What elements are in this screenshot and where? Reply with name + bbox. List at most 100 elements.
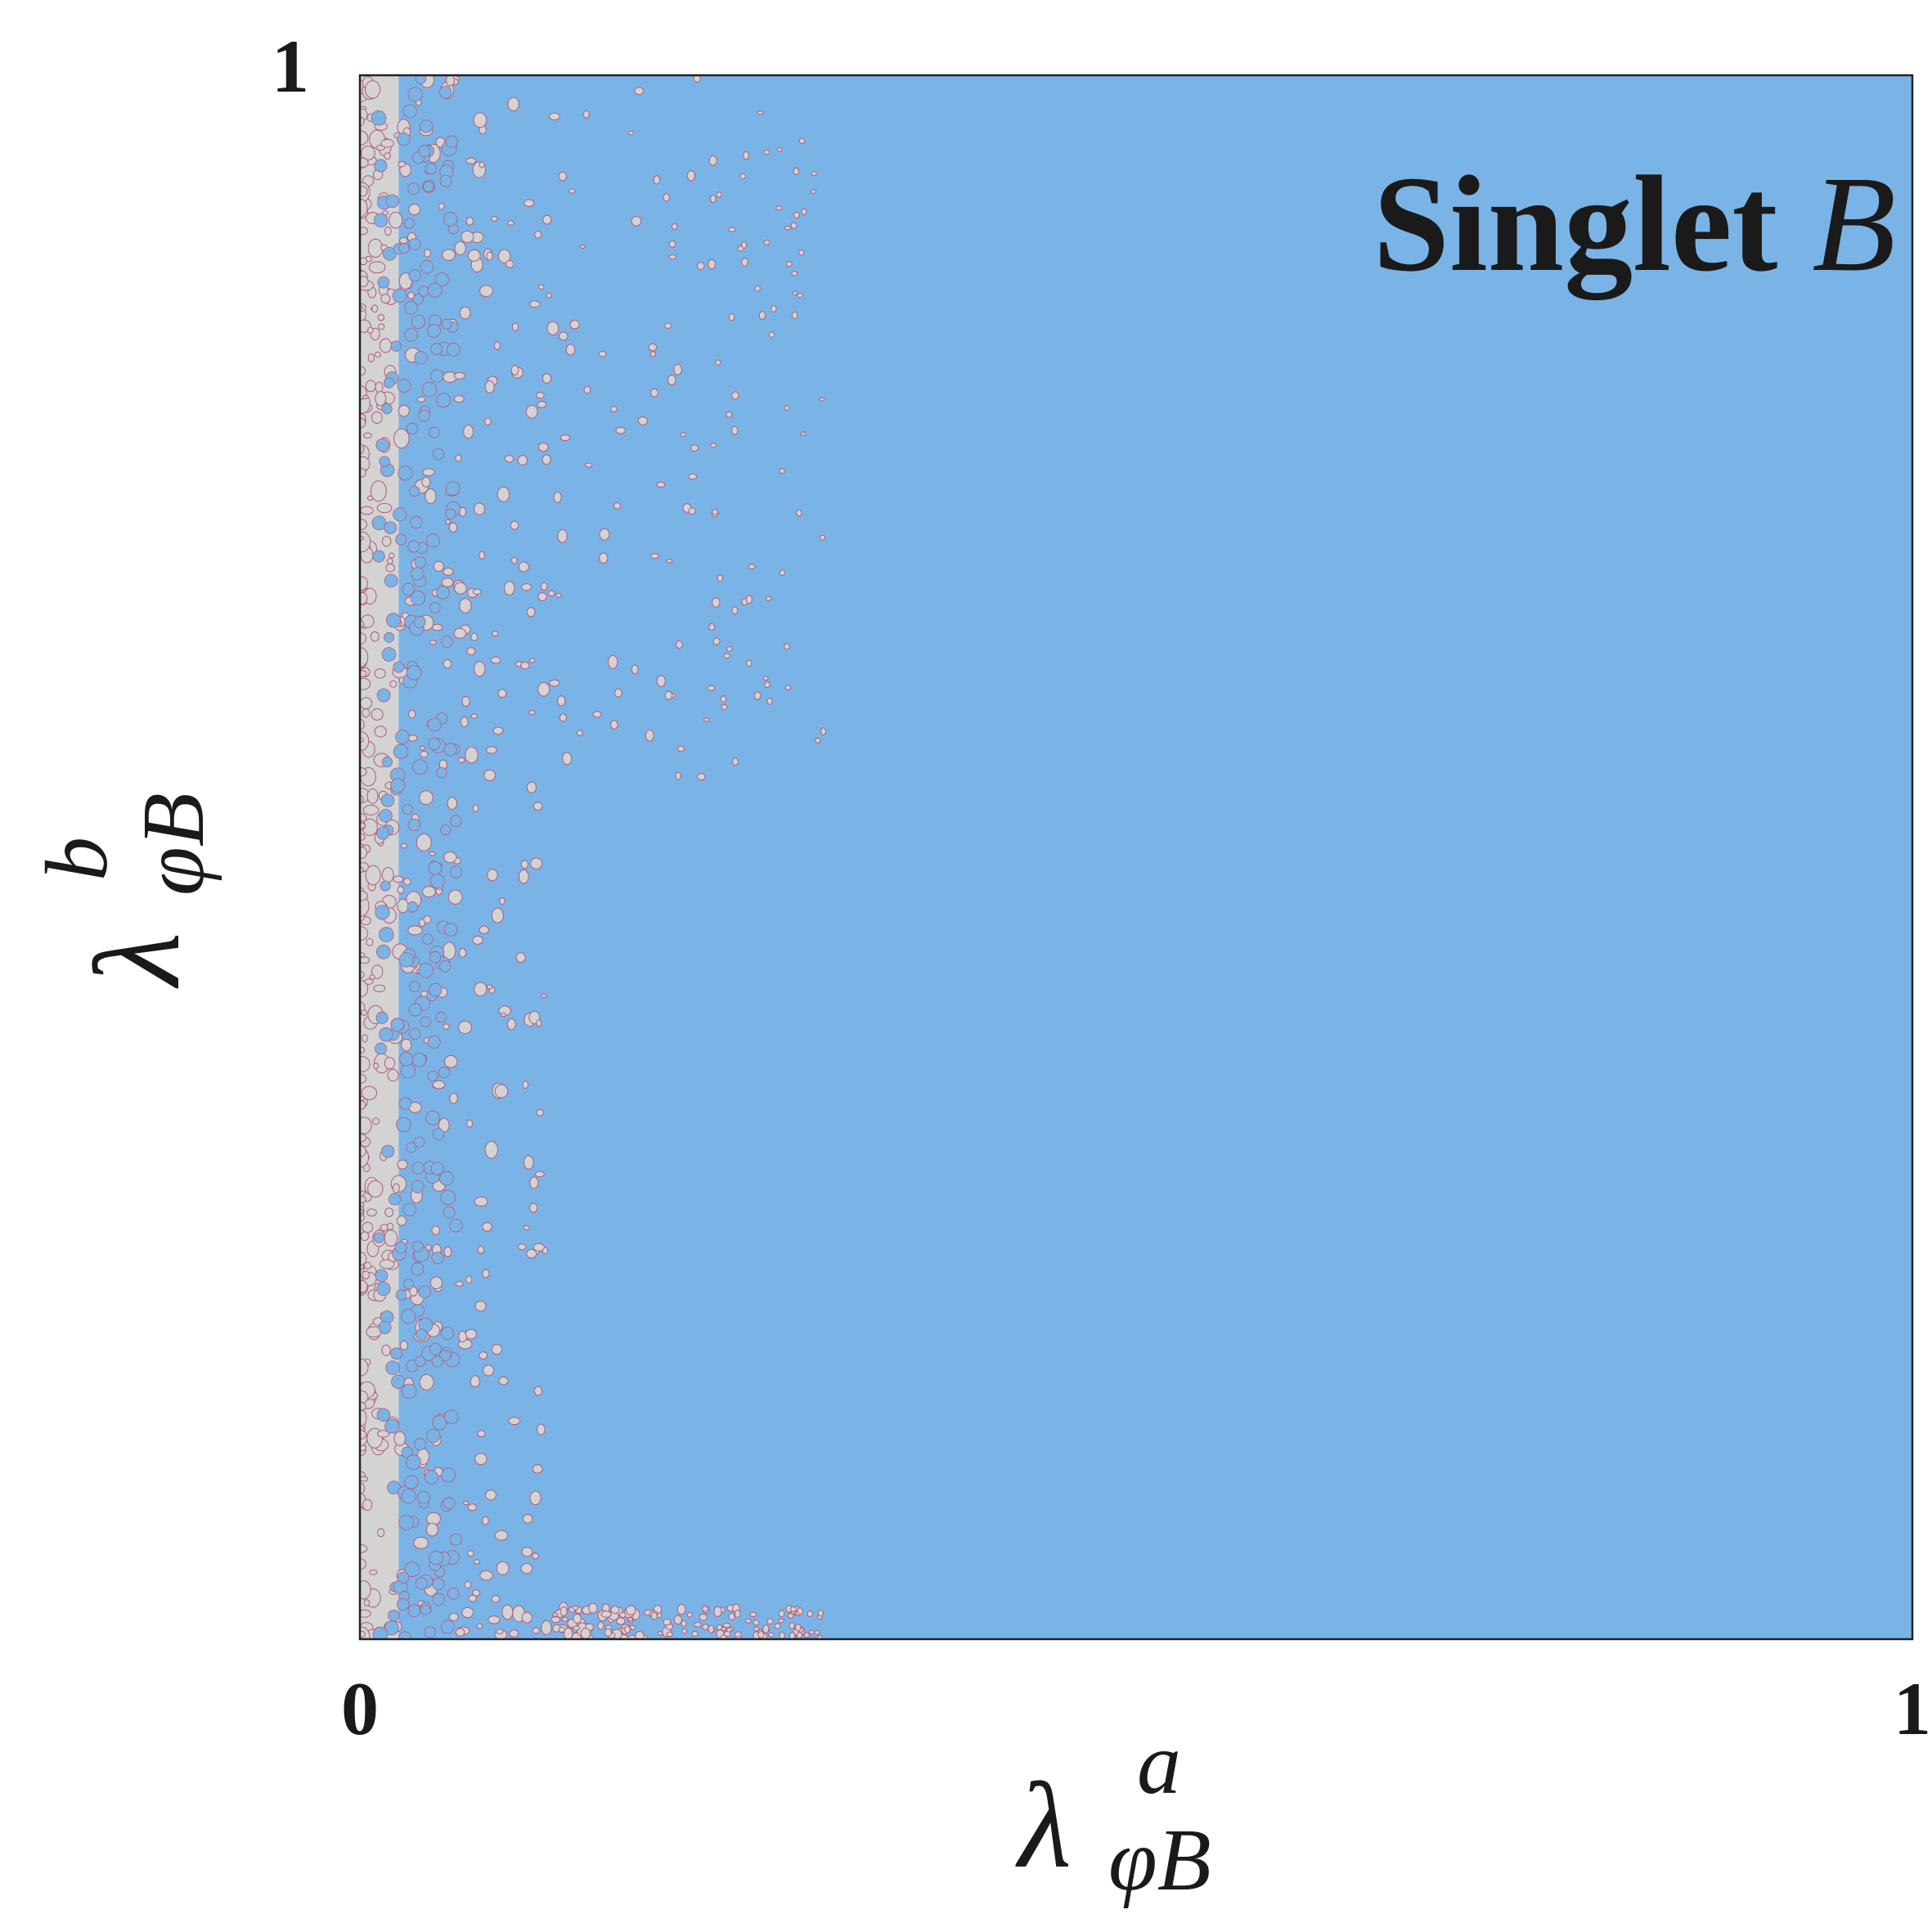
excluded-patch	[779, 1631, 785, 1639]
excluded-patch	[360, 186, 368, 197]
excluded-patch	[453, 371, 465, 380]
excluded-patch	[461, 230, 474, 244]
excluded-patch	[443, 1023, 450, 1030]
x-axis-label-sup: a	[1137, 1715, 1181, 1813]
allowed-patch	[429, 1550, 443, 1566]
allowed-patch	[445, 135, 458, 148]
excluded-patch	[673, 364, 683, 375]
allowed-patch	[428, 717, 442, 732]
excluded-patch	[360, 467, 366, 478]
excluded-patch	[504, 581, 515, 596]
excluded-patch	[649, 351, 656, 357]
excluded-patch	[366, 1208, 377, 1217]
allowed-patch	[381, 757, 393, 768]
excluded-patch	[361, 1009, 368, 1016]
excluded-patch	[518, 1243, 527, 1251]
excluded-patch	[443, 567, 454, 576]
excluded-patch	[363, 432, 372, 438]
allowed-patch	[379, 1027, 393, 1042]
excluded-patch	[686, 170, 696, 182]
excluded-patch	[429, 640, 437, 645]
excluded-patch	[362, 1270, 371, 1280]
excluded-patch	[381, 1344, 391, 1356]
excluded-patch	[360, 1195, 366, 1203]
allowed-patch	[427, 324, 441, 338]
region-allowed	[360, 75, 1912, 1639]
excluded-patch	[598, 351, 607, 357]
excluded-patch	[771, 304, 777, 312]
excluded-patch	[798, 249, 805, 256]
excluded-patch	[792, 290, 798, 295]
excluded-patch	[364, 978, 374, 985]
allowed-patch	[376, 826, 390, 840]
excluded-patch	[814, 1629, 820, 1636]
excluded-patch	[477, 1245, 485, 1254]
allowed-patch	[413, 616, 426, 628]
excluded-patch	[473, 112, 487, 128]
excluded-patch	[424, 249, 431, 258]
excluded-patch	[497, 249, 511, 264]
allowed-patch	[443, 1206, 456, 1219]
excluded-patch	[496, 1561, 510, 1575]
allowed-patch	[414, 351, 428, 365]
excluded-patch	[537, 401, 547, 408]
allowed-patch	[432, 1415, 447, 1431]
excluded-patch	[366, 788, 379, 804]
excluded-patch	[477, 1430, 486, 1438]
allowed-patch	[397, 379, 411, 393]
excluded-patch	[573, 1625, 581, 1631]
excluded-patch	[626, 1605, 636, 1615]
allowed-patch	[422, 933, 434, 945]
excluded-patch	[753, 1626, 760, 1632]
excluded-patch	[663, 1618, 672, 1626]
excluded-patch	[379, 1259, 395, 1269]
allowed-patch	[403, 218, 415, 229]
allowed-patch	[411, 1053, 427, 1067]
excluded-patch	[766, 1618, 774, 1625]
excluded-patch	[384, 1207, 394, 1217]
allowed-patch	[443, 743, 457, 757]
excluded-patch	[553, 492, 562, 503]
allowed-patch	[404, 301, 418, 315]
allowed-patch	[385, 194, 399, 209]
excluded-patch	[549, 679, 560, 687]
allowed-patch	[384, 1620, 399, 1636]
excluded-patch	[422, 468, 435, 477]
excluded-patch	[425, 488, 437, 505]
excluded-patch	[768, 331, 775, 338]
excluded-patch	[624, 1625, 631, 1633]
excluded-patch	[453, 627, 467, 639]
excluded-patch	[431, 1225, 440, 1236]
allowed-patch	[392, 288, 407, 303]
allowed-patch	[411, 591, 426, 606]
allowed-patch	[404, 1561, 420, 1577]
excluded-patch	[681, 1620, 687, 1628]
excluded-patch	[597, 1621, 604, 1630]
allowed-patch	[449, 1533, 462, 1546]
excluded-patch	[546, 321, 559, 336]
excluded-patch	[384, 1229, 398, 1247]
excluded-patch	[515, 952, 526, 963]
excluded-patch	[749, 1611, 757, 1617]
allowed-patch	[384, 1418, 400, 1434]
excluded-patch	[416, 833, 432, 851]
excluded-patch	[708, 155, 717, 166]
allowed-patch	[436, 766, 447, 779]
allowed-patch	[443, 212, 458, 227]
allowed-patch	[445, 481, 461, 496]
allowed-patch	[449, 1218, 463, 1233]
excluded-patch	[610, 406, 618, 413]
excluded-patch	[615, 426, 627, 434]
excluded-patch	[370, 631, 380, 642]
excluded-patch	[407, 925, 423, 936]
excluded-patch	[776, 147, 783, 152]
allowed-patch	[426, 1428, 441, 1444]
allowed-patch	[424, 1470, 439, 1485]
excluded-patch	[528, 658, 536, 663]
allowed-patch	[420, 1016, 431, 1027]
allowed-patch	[428, 282, 443, 298]
excluded-patch	[463, 425, 474, 439]
excluded-patch	[365, 380, 376, 393]
excluded-patch	[380, 1224, 389, 1232]
